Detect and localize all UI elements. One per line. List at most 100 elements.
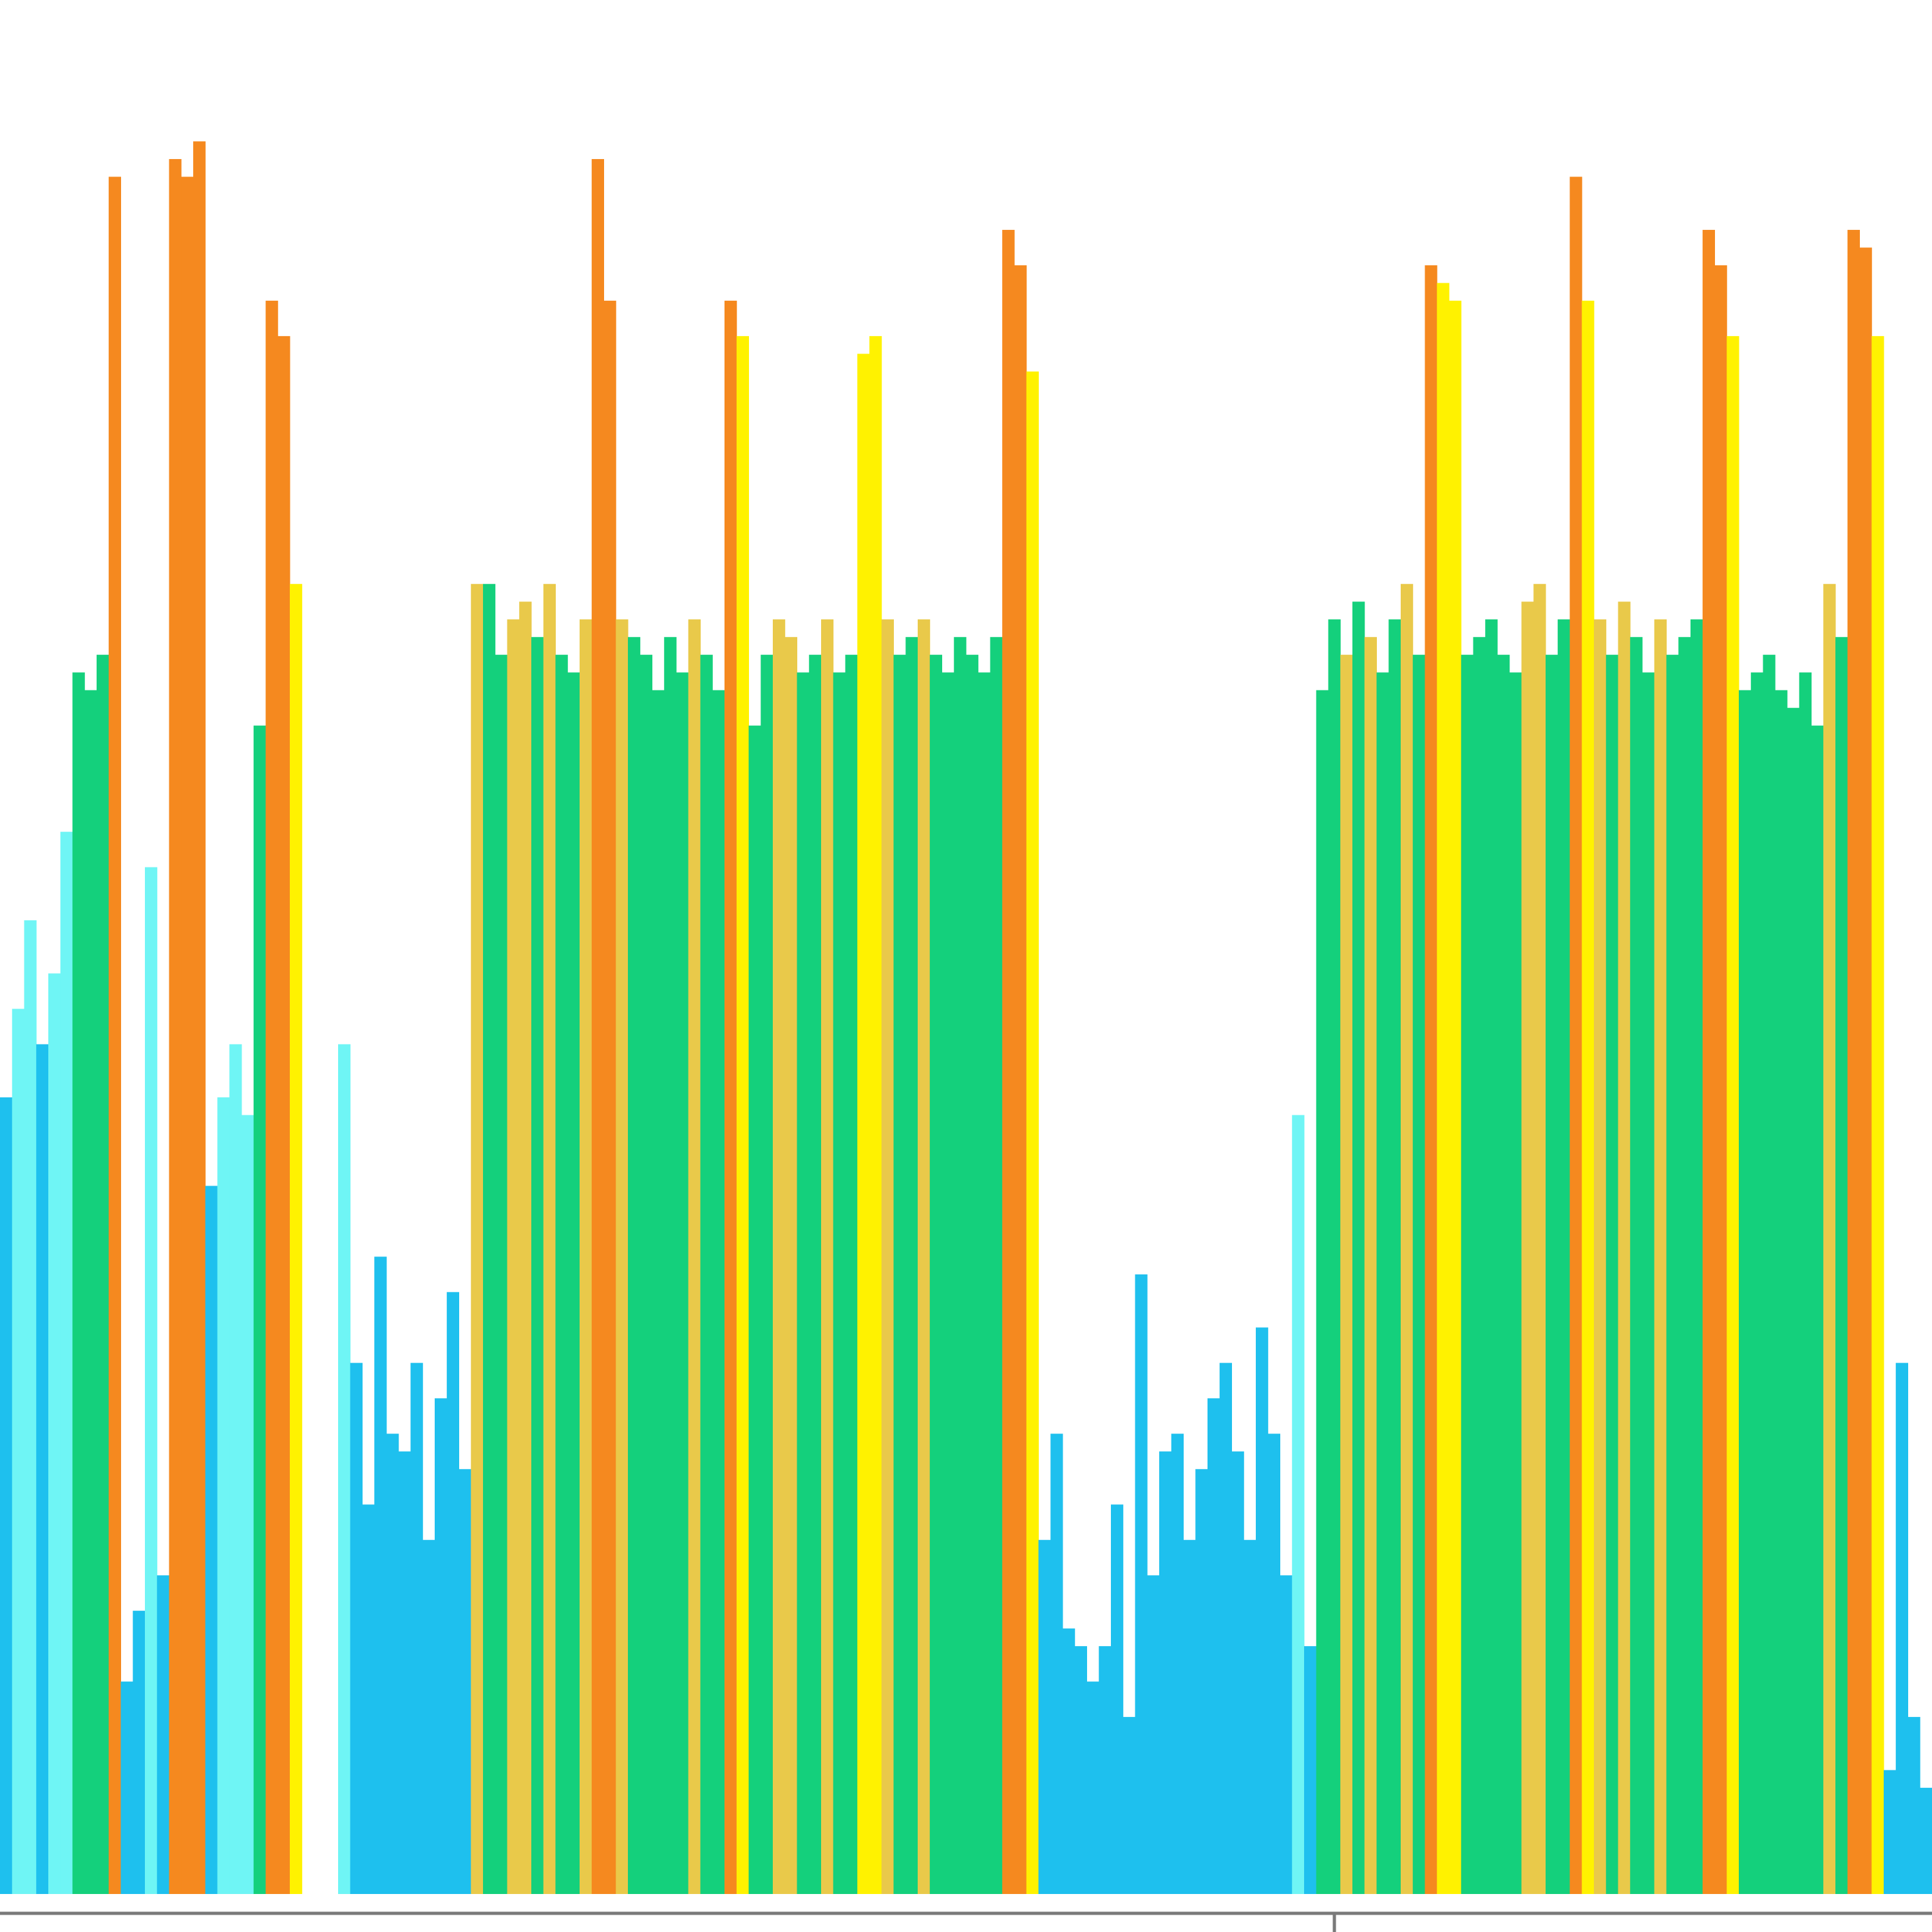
bar	[398, 1451, 411, 1894]
bar	[1147, 1575, 1160, 1894]
bar	[1557, 619, 1570, 1894]
bar	[205, 1186, 218, 1894]
bar	[580, 619, 592, 1894]
bar	[1750, 672, 1763, 1894]
bar	[990, 637, 1003, 1895]
bar	[507, 619, 520, 1894]
bar	[1401, 583, 1414, 1894]
bar	[97, 654, 109, 1895]
bar	[362, 1504, 375, 1894]
bar	[978, 672, 990, 1894]
bar	[24, 920, 37, 1894]
bar	[1050, 1434, 1063, 1894]
bar	[1859, 247, 1872, 1895]
bar	[869, 336, 882, 1895]
bar	[253, 725, 266, 1894]
bar	[483, 583, 496, 1894]
bar	[1908, 1717, 1920, 1894]
bar	[1086, 1681, 1099, 1894]
bar	[1171, 1434, 1184, 1894]
bar	[459, 1469, 471, 1894]
bar	[1509, 672, 1522, 1894]
bar	[1437, 283, 1450, 1895]
bar	[773, 619, 786, 1894]
bar	[1304, 1646, 1317, 1894]
bar	[84, 690, 97, 1894]
bar	[1811, 725, 1824, 1894]
bar	[918, 619, 931, 1894]
bar	[145, 867, 158, 1894]
bar	[72, 672, 85, 1894]
bar	[591, 158, 604, 1895]
bar	[1799, 672, 1812, 1894]
bar	[603, 300, 616, 1895]
bar	[1582, 300, 1595, 1895]
bar	[1340, 654, 1353, 1895]
bar	[567, 672, 580, 1894]
bar	[797, 672, 810, 1894]
bar	[555, 654, 568, 1895]
bar	[36, 1044, 49, 1894]
bar	[1871, 336, 1884, 1895]
bar	[1026, 371, 1039, 1895]
bar	[278, 336, 290, 1895]
bar	[1376, 672, 1389, 1894]
bar	[1280, 1575, 1293, 1894]
bar	[1219, 1363, 1232, 1894]
bar	[688, 619, 701, 1894]
bar	[893, 654, 906, 1895]
bar	[1690, 619, 1703, 1894]
bar	[1920, 1788, 1932, 1894]
bar	[242, 1115, 254, 1894]
bar	[1823, 583, 1836, 1894]
bar	[1244, 1540, 1256, 1894]
bar	[881, 619, 894, 1894]
bar	[724, 300, 737, 1895]
bar	[386, 1434, 399, 1894]
bar	[531, 637, 544, 1895]
bar	[446, 1292, 459, 1894]
bar	[1666, 654, 1679, 1895]
bar	[495, 654, 507, 1895]
bar	[1835, 637, 1848, 1895]
bar	[929, 654, 942, 1895]
bar	[1895, 1363, 1908, 1894]
bar	[1654, 619, 1667, 1894]
bar	[942, 672, 954, 1894]
bar	[156, 1575, 169, 1894]
bar	[519, 601, 532, 1894]
bar	[1727, 336, 1739, 1895]
bar	[1292, 1115, 1305, 1894]
bar	[1267, 1434, 1280, 1894]
bar	[1038, 1540, 1051, 1894]
bar	[1763, 654, 1776, 1895]
bar	[169, 158, 182, 1895]
bar	[748, 725, 761, 1894]
bar	[1002, 229, 1015, 1895]
bar	[0, 1097, 13, 1894]
bar	[1485, 619, 1498, 1894]
bar	[120, 1681, 133, 1894]
bar	[857, 354, 870, 1894]
bar	[1425, 265, 1437, 1895]
bar	[1533, 583, 1546, 1894]
bar	[1630, 637, 1643, 1895]
bar	[193, 141, 206, 1895]
bar	[1605, 654, 1618, 1895]
bar	[422, 1540, 435, 1894]
bar	[1884, 1770, 1897, 1894]
bar	[1787, 708, 1800, 1894]
bar	[809, 654, 822, 1895]
bar	[1546, 654, 1558, 1895]
bar	[954, 637, 967, 1895]
bar	[1847, 229, 1860, 1895]
bar	[1473, 637, 1486, 1895]
bar	[1594, 619, 1607, 1894]
bar	[664, 637, 677, 1895]
bar	[1714, 265, 1727, 1895]
bar	[1352, 601, 1365, 1894]
bars	[0, 141, 1932, 1895]
bar	[1642, 672, 1655, 1894]
bar	[435, 1398, 448, 1894]
bar	[350, 1363, 363, 1894]
